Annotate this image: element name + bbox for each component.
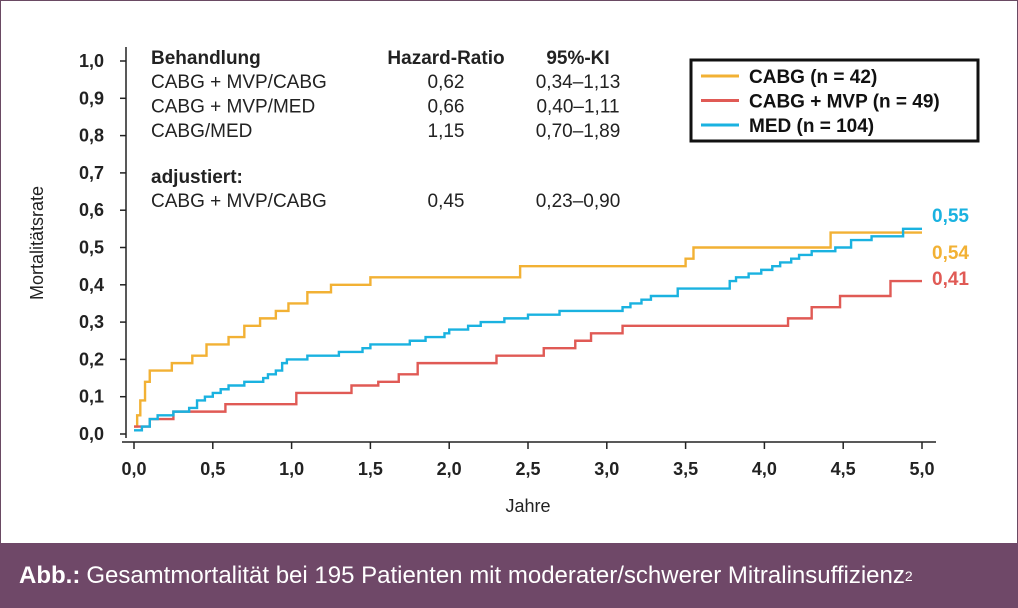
legend: CABG (n = 42) CABG + MVP (n = 49) MED (n =…	[689, 58, 980, 143]
table-cell: CABG + MVP/MED	[151, 97, 315, 118]
table-cell: 0,70–1,89	[536, 121, 621, 142]
legend-label: CABG + MVP (n = 49)	[749, 92, 940, 113]
y-tick-label: 0,2	[79, 349, 104, 369]
x-axis-title: Jahre	[505, 496, 550, 516]
y-tick-label: 0,8	[79, 126, 104, 146]
legend-label: MED (n = 104)	[749, 116, 874, 137]
series-line	[134, 231, 922, 428]
table-cell: CABG + MVP/CABG	[151, 191, 327, 212]
table-cell: 0,40–1,11	[536, 97, 619, 118]
series-line	[134, 279, 922, 428]
y-tick-label: 0,4	[79, 275, 104, 295]
x-tick-label: 0,5	[200, 459, 225, 479]
y-tick-label: 0,1	[79, 387, 104, 407]
legend-label: CABG (n = 42)	[749, 67, 877, 88]
table-cell: CABG + MVP/CABG	[151, 72, 327, 93]
table-header: Behandlung	[151, 48, 261, 69]
hazard-ratio-table: Behandlung Hazard-Ratio 95%-KI CABG + MVP/C…	[151, 48, 620, 212]
table-cell: 1,15	[428, 121, 465, 142]
caption-superscript: 2	[904, 567, 913, 584]
x-tick-label: 5,0	[909, 459, 934, 479]
x-tick-label: 4,0	[752, 459, 777, 479]
caption-label: Abb.:	[19, 561, 81, 589]
series-end-label: 0,41	[932, 269, 969, 290]
caption-text: Gesamtmortalität bei 195 Patienten mit m…	[86, 561, 905, 589]
y-tick-label: 0,3	[79, 312, 104, 332]
x-tick-label: 0,0	[121, 459, 146, 479]
table-header: 95%-KI	[546, 48, 609, 69]
series-end-label: 0,55	[932, 206, 969, 227]
table-cell: CABG/MED	[151, 121, 252, 142]
x-tick-label: 2,0	[437, 459, 462, 479]
x-tick-label: 3,0	[594, 459, 619, 479]
table-header: Hazard-Ratio	[387, 48, 504, 69]
axes: 0,0 0,1 0,2 0,3 0,4 0,5 0,6 0,7 0,8 0,9 1,0 0,0 0,5 1…	[27, 47, 936, 516]
y-tick-label: 0,7	[79, 163, 104, 183]
x-tick-label: 3,5	[673, 459, 698, 479]
series-end-label: 0,54	[932, 243, 969, 264]
table-cell: 0,34–1,13	[536, 72, 621, 93]
mortality-chart: 0,0 0,1 0,2 0,3 0,4 0,5 0,6 0,7 0,8 0,9 1,0 0,0 0,5 1…	[27, 47, 980, 516]
table-cell: 0,66	[428, 97, 465, 118]
y-tick-label: 1,0	[79, 51, 104, 71]
y-tick-label: 0,9	[79, 88, 104, 108]
x-tick-label: 4,5	[831, 459, 856, 479]
x-tick-label: 1,0	[279, 459, 304, 479]
table-cell: 0,45	[428, 191, 465, 212]
y-tick-label: 0,5	[79, 238, 104, 258]
table-cell: 0,23–0,90	[536, 191, 621, 212]
series-line	[134, 227, 922, 432]
x-tick-label: 2,5	[515, 459, 540, 479]
x-tick-label: 1,5	[358, 459, 383, 479]
survival-curves: 0,54 0,41 0,55	[134, 206, 969, 432]
y-axis-title: Mortalitätsrate	[27, 186, 47, 300]
y-tick-label: 0,0	[79, 424, 104, 444]
chart-frame: 0,0 0,1 0,2 0,3 0,4 0,5 0,6 0,7 0,8 0,9 1,0 0,0 0,5 1…	[0, 0, 1018, 543]
figure-caption: Abb.: Gesamtmortalität bei 195 Patienten…	[0, 543, 1018, 608]
table-cell: 0,62	[428, 72, 465, 93]
adjusted-label: adjustiert:	[151, 167, 243, 188]
y-tick-label: 0,6	[79, 200, 104, 220]
